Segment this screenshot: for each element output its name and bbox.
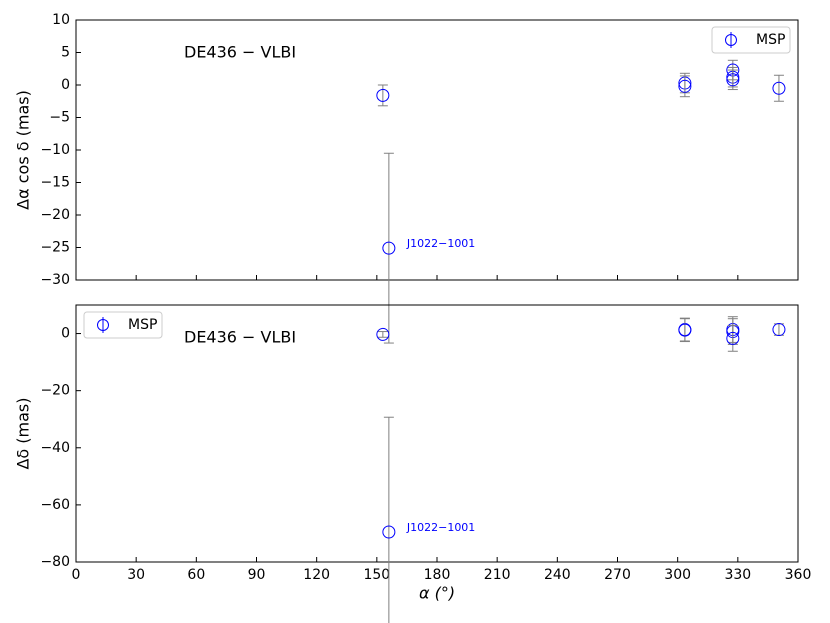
y-tick-label: −15: [40, 175, 70, 191]
marker: [726, 73, 740, 87]
annotation: J1022−1001: [406, 521, 475, 534]
x-tick-label: 210: [484, 567, 511, 583]
x-tick-label: 60: [187, 567, 205, 583]
legend-symbol: [97, 319, 109, 331]
y-tick-label: −40: [40, 440, 70, 456]
panel-label: DE436 − VLBI: [184, 43, 296, 62]
x-tick-label: 0: [72, 567, 81, 583]
marker: [678, 79, 692, 93]
marker: [376, 327, 390, 341]
y-tick-label: 0: [61, 77, 70, 93]
plot-frame: [75, 19, 799, 281]
y-tick-label: 5: [61, 45, 70, 61]
x-tick-label: 360: [785, 567, 812, 583]
marker: [726, 331, 740, 345]
x-tick-label: 240: [544, 567, 571, 583]
x-tick-label: 30: [127, 567, 145, 583]
y-axis-label: Δα cos δ (mas): [14, 90, 33, 210]
marker: [772, 81, 786, 95]
y-tick-label: −20: [40, 383, 70, 399]
y-axis-label: Δδ (mas): [14, 397, 33, 469]
panel-label: DE436 − VLBI: [184, 328, 296, 347]
y-tick-label: 0: [61, 326, 70, 342]
legend-label: MSP: [128, 317, 157, 333]
x-tick-label: 90: [248, 567, 266, 583]
x-tick-label: 120: [303, 567, 330, 583]
marker: [772, 323, 786, 337]
marker: [382, 241, 396, 255]
x-tick-label: 330: [724, 567, 751, 583]
x-tick-label: 300: [664, 567, 691, 583]
marker: [678, 323, 692, 337]
y-tick-label: −5: [49, 110, 70, 126]
x-tick-label: 150: [363, 567, 390, 583]
legend-label: MSP: [756, 32, 785, 48]
y-tick-label: −60: [40, 497, 70, 513]
marker: [382, 525, 396, 539]
y-tick-label: −10: [40, 142, 70, 158]
y-tick-label: −80: [40, 554, 70, 570]
y-tick-label: 10: [52, 12, 70, 28]
x-axis-label: α (°): [419, 584, 455, 603]
legend-symbol: [725, 34, 737, 46]
y-tick-label: −20: [40, 207, 70, 223]
x-tick-label: 270: [604, 567, 631, 583]
marker: [376, 88, 390, 102]
y-tick-label: −25: [40, 240, 70, 256]
plot-frame: [75, 304, 799, 563]
x-tick-label: 180: [424, 567, 451, 583]
y-tick-label: −30: [40, 272, 70, 288]
annotation: J1022−1001: [406, 237, 475, 250]
